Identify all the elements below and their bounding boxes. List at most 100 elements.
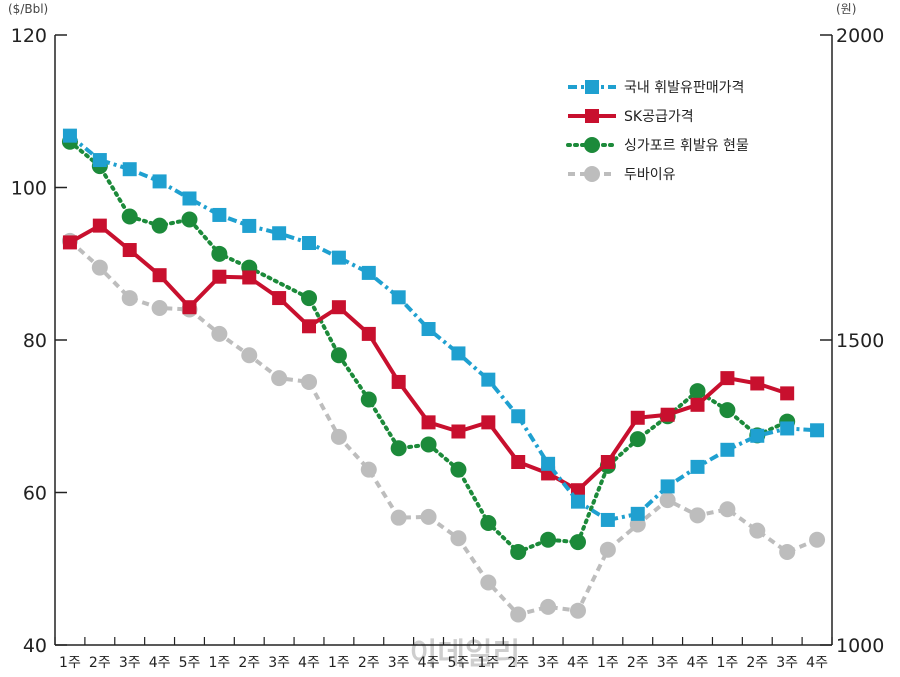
data-point: [451, 346, 466, 361]
data-point: [660, 479, 675, 494]
data-point: [600, 512, 615, 527]
x-tick-label: 2주: [507, 655, 529, 671]
data-point: [750, 428, 765, 443]
left-tick-label: 60: [23, 483, 47, 505]
data-point: [242, 218, 257, 233]
data-point: [689, 383, 706, 400]
legend-marker: [585, 80, 599, 94]
data-point: [630, 410, 645, 425]
series-layer: [61, 128, 826, 623]
legend-marker: [584, 137, 600, 153]
legend-label: 싱가포르 휘발유 현물: [624, 138, 749, 154]
data-point: [272, 291, 287, 306]
data-point: [420, 508, 437, 525]
x-tick-label: 3주: [776, 655, 798, 671]
watermark: 이데일리: [410, 637, 520, 672]
x-tick-label: 2주: [238, 655, 260, 671]
x-tick-label: 5주: [448, 655, 470, 671]
x-tick-label: 1주: [59, 655, 81, 671]
x-tick-label: 2주: [89, 655, 111, 671]
x-tick-label: 1주: [208, 655, 230, 671]
data-point: [719, 402, 736, 419]
data-point: [511, 455, 526, 469]
series-line: [67, 139, 790, 554]
data-point: [62, 128, 77, 143]
watermark-text: 이데일리: [410, 637, 520, 672]
data-point: [152, 174, 167, 189]
x-tick-label: 5주: [179, 655, 201, 671]
data-point: [121, 290, 138, 307]
data-point: [659, 492, 676, 509]
data-point: [421, 415, 436, 430]
x-tick-label: 4주: [418, 655, 440, 671]
data-point: [569, 534, 586, 551]
data-point: [360, 391, 377, 408]
right-tick-label: 2000: [836, 25, 884, 47]
series-1: [62, 218, 795, 498]
data-point: [390, 440, 407, 457]
data-point: [690, 459, 705, 474]
data-point: [599, 541, 616, 558]
x-tick-label: 4주: [687, 655, 709, 671]
data-point: [122, 162, 137, 177]
data-point: [92, 218, 107, 233]
data-point: [92, 153, 107, 168]
data-point: [749, 522, 766, 539]
x-tick-label: 3주: [657, 655, 679, 671]
data-point: [330, 347, 347, 364]
x-tick-label: 3주: [388, 655, 410, 671]
data-point: [630, 506, 645, 521]
data-point: [720, 371, 735, 386]
data-point: [480, 515, 497, 531]
data-point: [302, 236, 317, 251]
x-tick-label: 1주: [597, 655, 619, 671]
data-point: [361, 265, 376, 280]
axes: ($/Bbl) (원) 120 100 80 60 40 2000 1500 1000 1주 2주 3주…: [8, 2, 884, 671]
legend-marker: [585, 109, 599, 123]
data-point: [779, 543, 796, 560]
data-point: [182, 300, 197, 315]
data-point: [720, 442, 735, 457]
data-point: [570, 483, 585, 498]
data-point: [481, 372, 496, 387]
data-point: [182, 191, 197, 206]
x-tick-label: 3주: [268, 655, 290, 671]
legend-label: 국내 휘발유판매가격: [624, 80, 744, 96]
x-tick-label: 2주: [358, 655, 380, 671]
data-point: [301, 373, 318, 390]
data-point: [181, 211, 198, 228]
right-tick-label: 1500: [836, 330, 884, 352]
data-point: [212, 207, 227, 222]
data-point: [212, 269, 227, 284]
x-tick-label: 4주: [298, 655, 320, 671]
data-point: [689, 507, 706, 524]
data-point: [780, 421, 795, 436]
series-line: [68, 134, 818, 522]
data-point: [302, 319, 317, 334]
data-point: [540, 531, 557, 548]
data-point: [151, 217, 168, 234]
data-point: [151, 299, 168, 316]
data-point: [241, 347, 258, 364]
data-point: [331, 300, 346, 315]
x-tick-label: 4주: [149, 655, 171, 671]
data-point: [360, 461, 377, 478]
series-0: [62, 128, 825, 527]
data-point: [211, 325, 228, 342]
x-tick-label: 2주: [627, 655, 649, 671]
series-2: [61, 133, 796, 560]
legend-marker: [584, 166, 600, 182]
data-point: [629, 431, 646, 448]
data-point: [272, 226, 287, 241]
x-tick-label: 1주: [328, 655, 350, 671]
data-point: [62, 235, 77, 250]
data-point: [750, 376, 765, 391]
x-tick-label: 3주: [537, 655, 559, 671]
data-point: [390, 509, 407, 526]
data-point: [450, 530, 467, 547]
data-point: [211, 245, 228, 262]
legend-label: SK공급가격: [624, 109, 694, 125]
